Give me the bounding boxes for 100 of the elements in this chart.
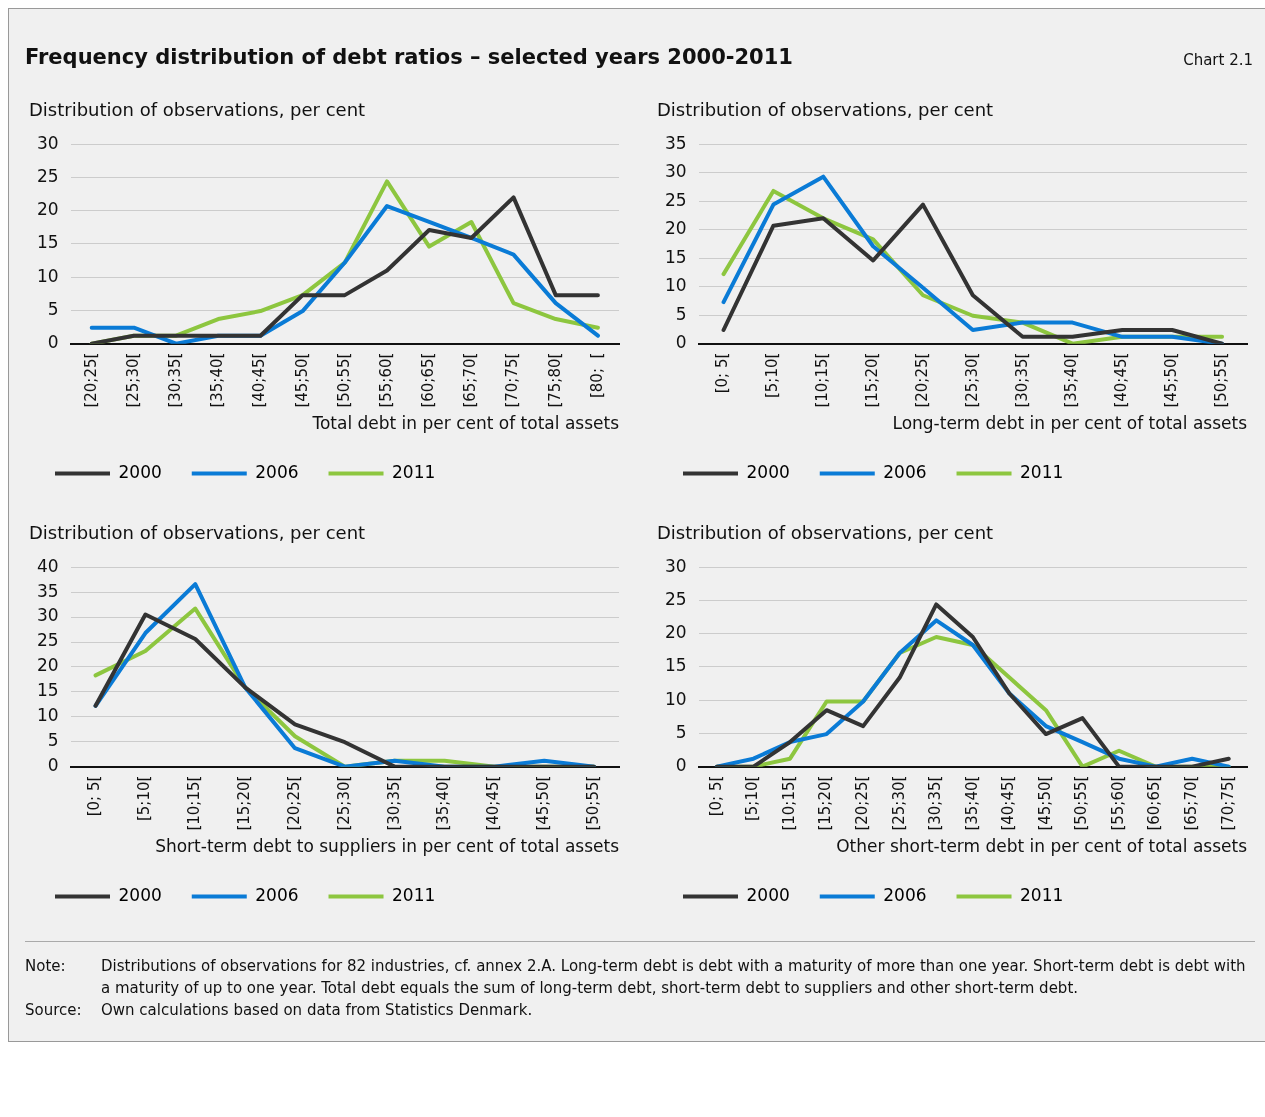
x-tick-label: [60;65[ [419, 352, 438, 408]
y-tick-label: 20 [664, 218, 687, 239]
x-axis-title: Other short-term debt in per cent of total assets [836, 836, 1248, 857]
x-tick-label: [80; [ [587, 352, 606, 399]
legend-label: 2000 [746, 461, 790, 482]
y-tick-label: 30 [36, 132, 59, 153]
y-tick-label: 5 [47, 298, 59, 319]
x-axis-title: Short-term debt to suppliers in per cent of total assets [155, 836, 620, 857]
x-tick-label: [50;55[ [1072, 775, 1091, 831]
x-tick-label: [35;40[ [208, 352, 227, 408]
y-tick-label: 30 [664, 161, 687, 182]
x-tick-label: [15;20[ [863, 352, 881, 408]
y-tick-label: 15 [664, 655, 687, 676]
x-tick-label: [10;15[ [185, 775, 204, 831]
x-tick-label: [20;25[ [912, 352, 931, 408]
x-tick-label: [45;50[ [534, 775, 553, 831]
x-tick-label: [30;35[ [926, 775, 945, 831]
x-tick-label: [0; 5[ [85, 775, 104, 817]
x-tick-label: [30;35[ [1012, 352, 1031, 408]
y-tick-label: 20 [36, 655, 59, 676]
y-tick-label: 5 [675, 721, 687, 742]
y-axis-title: Distribution of observations, per cent [29, 522, 367, 543]
legend-label: 2011 [392, 461, 436, 482]
y-tick-label: 0 [47, 755, 59, 776]
x-tick-label: [70;75[ [1218, 775, 1237, 831]
x-tick-label: [15;20[ [816, 775, 835, 831]
x-tick-label: [65;70[ [461, 352, 480, 408]
x-tick-label: [0; 5[ [706, 775, 725, 817]
y-tick-label: 10 [664, 688, 687, 709]
x-tick-label: [5;10[ [763, 352, 782, 399]
y-tick-label: 5 [47, 730, 59, 751]
x-axis-title: Total debt in per cent of total assets [311, 413, 620, 434]
x-tick-label: [20;25[ [81, 352, 100, 408]
x-tick-label: [45;50[ [1162, 352, 1181, 408]
y-axis-title: Distribution of observations, per cent [657, 99, 995, 120]
x-tick-label: [55;60[ [376, 352, 395, 408]
y-tick-label: 35 [36, 580, 59, 601]
legend-label: 2006 [883, 884, 927, 905]
y-tick-label: 25 [664, 588, 687, 609]
y-tick-label: 0 [675, 755, 687, 776]
y-tick-label: 20 [36, 199, 59, 220]
y-tick-label: 25 [664, 189, 687, 210]
legend-label: 2000 [746, 884, 790, 905]
legend-label: 2006 [255, 461, 299, 482]
legend-label: 2000 [118, 884, 162, 905]
x-tick-label: [75;80[ [545, 352, 564, 408]
y-axis-title: Distribution of observations, per cent [657, 522, 995, 543]
x-tick-label: [35;40[ [962, 775, 981, 831]
x-tick-label: [25;30[ [962, 352, 981, 408]
chart-subtitle: Chart 2.1 [1183, 51, 1253, 69]
x-tick-label: [25;30[ [334, 775, 353, 831]
x-tick-label: [40;45[ [484, 775, 503, 831]
y-tick-label: 0 [675, 332, 687, 353]
y-tick-label: 25 [36, 165, 59, 186]
y-tick-label: 25 [36, 630, 59, 651]
text: Note: Distributions of observations for 82 industries, cf. annex 2.A. Long-term debt is debt with a maturity of more than one year. Short-term debt is debt with a maturity of up to one year. Total debt equals the sum of long-term debt, short-term debt to suppliers and other short-term debt. [25, 957, 1246, 997]
y-tick-label: 0 [47, 332, 59, 353]
x-tick-label: [60;65[ [1145, 775, 1164, 831]
x-tick-label: [20;25[ [853, 775, 872, 831]
x-tick-label: [40;45[ [999, 775, 1018, 831]
x-tick-label: [20;25[ [284, 775, 303, 831]
x-tick-label: [45;50[ [1035, 775, 1054, 831]
y-axis-title: Distribution of observations, per cent [29, 99, 367, 120]
chart-title: Frequency distribution of debt ratios – selected years 2000-2011 [25, 45, 793, 69]
x-tick-label: [35;40[ [434, 775, 453, 831]
x-tick-label: [40;45[ [250, 352, 269, 408]
y-tick-label: 15 [664, 246, 687, 267]
x-tick-label: [5;10[ [743, 775, 762, 822]
x-tick-label: [65;70[ [1182, 775, 1201, 831]
y-tick-label: 35 [664, 132, 687, 153]
y-tick-label: 10 [36, 265, 59, 286]
legend-label: 2006 [255, 884, 299, 905]
legend-label: 2011 [1020, 884, 1064, 905]
y-tick-label: 15 [36, 680, 59, 701]
legend-label: 2006 [883, 461, 927, 482]
y-tick-label: 15 [36, 232, 59, 253]
y-tick-label: 30 [36, 605, 59, 626]
legend-label: 2011 [392, 884, 436, 905]
legend-label: 2011 [1020, 461, 1064, 482]
x-tick-label: [70;75[ [503, 352, 522, 408]
x-tick-label: [50;55[ [583, 775, 602, 831]
x-tick-label: [50;55[ [334, 352, 353, 408]
y-tick-label: 10 [664, 275, 687, 296]
x-tick-label: [50;55[ [1211, 352, 1230, 408]
x-tick-label: [35;40[ [1062, 352, 1081, 408]
x-tick-label: [40;45[ [1112, 352, 1131, 408]
x-tick-label: [15;20[ [235, 775, 253, 831]
x-tick-label: [45;50[ [292, 352, 311, 408]
legend-label: 2000 [118, 461, 162, 482]
y-tick-label: 5 [675, 303, 687, 324]
x-tick-label: [30;35[ [384, 775, 403, 831]
y-tick-label: 30 [664, 555, 687, 576]
y-tick-label: 10 [36, 705, 59, 726]
x-tick-label: [10;15[ [779, 775, 798, 831]
x-axis-title: Long-term debt in per cent of total assets [892, 413, 1248, 434]
x-tick-label: [25;30[ [123, 352, 142, 408]
x-tick-label: [30;35[ [165, 352, 184, 408]
x-tick-label: [5;10[ [135, 775, 154, 822]
y-tick-label: 40 [36, 555, 59, 576]
x-tick-label: [55;60[ [1108, 775, 1127, 831]
